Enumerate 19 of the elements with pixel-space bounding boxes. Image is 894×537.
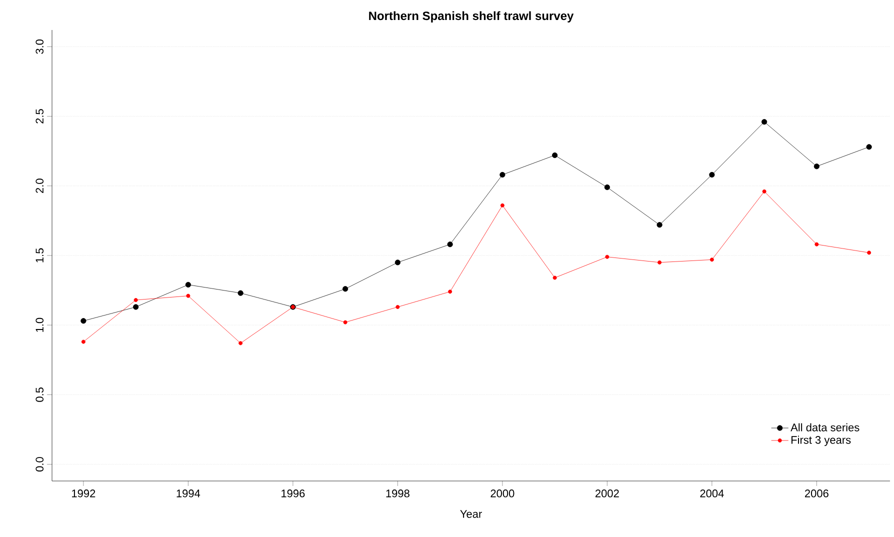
x-tick-label: 1992 — [72, 490, 96, 498]
y-tick-label: 1.0 — [36, 318, 44, 332]
chart-title: Northern Spanish shelf trawl survey — [369, 11, 574, 22]
y-tick-label: 3.0 — [36, 39, 44, 54]
legend-label: All data series — [790, 423, 860, 432]
legend-label: First 3 years — [791, 436, 851, 446]
x-tick-label: 2000 — [490, 490, 514, 498]
x-tick-label: 1998 — [386, 490, 410, 498]
x-tick-label: 1996 — [282, 490, 305, 498]
x-tick-label: 2006 — [804, 490, 828, 498]
x-axis-title: Year — [460, 510, 482, 518]
y-tick-label: 0.0 — [36, 457, 44, 472]
x-tick-label: 2002 — [595, 490, 619, 498]
y-tick-label: 2.0 — [36, 178, 44, 193]
x-tick-label: 2004 — [700, 490, 724, 498]
y-tick-label: 2.5 — [36, 109, 44, 124]
y-tick-label: 1.5 — [36, 248, 44, 262]
y-tick-label: 0.5 — [36, 388, 44, 402]
x-tick-label: 1994 — [176, 490, 200, 498]
